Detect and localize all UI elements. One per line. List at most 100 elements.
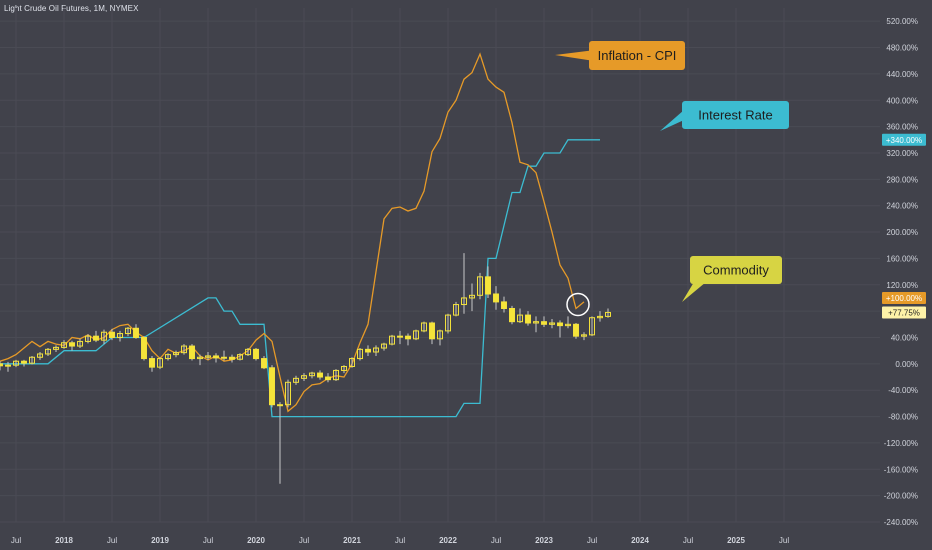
candle-body <box>317 372 323 378</box>
y-tick-label: 280.00% <box>886 175 918 184</box>
commodity-candle <box>197 354 203 366</box>
candle-body <box>61 342 67 348</box>
commodity-candle <box>45 348 51 356</box>
time-scale[interactable]: Jul 2018 Jul 2019 Jul 2020 Jul 2021 Jul 2022 Jul 20… <box>11 536 789 545</box>
commodity-candle <box>349 357 355 368</box>
commodity-candle <box>277 402 283 484</box>
commodity-candle <box>461 253 467 314</box>
badge-box <box>882 306 926 319</box>
commodity-candle <box>165 353 171 361</box>
x-tick-label: Jul <box>11 536 21 545</box>
candle-body <box>197 356 203 360</box>
commodity-candle <box>53 345 59 352</box>
badge-box <box>882 291 926 304</box>
candle-body <box>277 404 283 407</box>
commodity-candle <box>485 266 491 298</box>
candle-body <box>405 335 411 340</box>
candle-body <box>53 346 59 350</box>
commodity-candle <box>77 338 83 349</box>
candle-body <box>157 358 163 368</box>
x-tick-label: Jul <box>395 536 405 545</box>
candle-body <box>189 345 195 360</box>
candle-body <box>125 327 131 335</box>
commodity-candle <box>5 361 11 372</box>
candle-body <box>533 321 539 324</box>
badge-box <box>882 133 926 146</box>
commodity-candle <box>237 353 243 361</box>
y-tick-label: 360.00% <box>886 123 918 132</box>
x-tick-label: 2019 <box>151 536 169 545</box>
callout-commodity: Commodity <box>682 256 782 302</box>
candle-body <box>269 367 275 406</box>
commodity-candle <box>605 308 611 318</box>
candle-body <box>589 317 595 336</box>
y-tick-label: 440.00% <box>886 70 918 79</box>
y-tick-label: -120.00% <box>884 439 918 448</box>
candle-body <box>397 335 403 338</box>
commodity-candle <box>565 316 571 329</box>
commodity-candle <box>325 373 331 383</box>
y-tick-label: -40.00% <box>888 386 918 395</box>
commodity-candle <box>293 375 299 385</box>
commodity-candle <box>341 365 347 374</box>
commodity-candle <box>477 272 483 300</box>
candle-body <box>21 360 27 364</box>
commodity-candle <box>61 340 67 349</box>
x-tick-label: 2023 <box>535 536 553 545</box>
candle-body <box>517 314 523 323</box>
candle-body <box>245 348 251 356</box>
commodity-candle <box>493 286 499 310</box>
candle-body <box>213 355 219 359</box>
candle-body <box>597 315 603 319</box>
candle-body <box>5 364 11 367</box>
commodity-candle <box>125 326 131 337</box>
commodity-candle <box>437 329 443 346</box>
candle-body <box>389 335 395 345</box>
candle-body <box>205 355 211 358</box>
x-tick-label: Jul <box>491 536 501 545</box>
badge-label: +340.00% <box>886 136 922 145</box>
candle-body <box>565 323 571 327</box>
callout-label: Commodity <box>703 263 769 278</box>
candle-body <box>357 348 363 360</box>
commodity-candle <box>501 296 507 313</box>
commodity-candle <box>141 336 147 361</box>
y-tick-label: 0.00% <box>895 360 918 369</box>
commodity-candle <box>133 324 139 339</box>
callout-pointer <box>682 282 706 302</box>
commodity-candle <box>173 350 179 358</box>
x-tick-label: Jul <box>779 536 789 545</box>
commodity-candle <box>597 311 603 322</box>
commodity-candle <box>181 344 187 355</box>
candle-body <box>253 348 259 360</box>
commodity-candle <box>581 332 587 341</box>
candle-body <box>429 322 435 340</box>
commodity-candle <box>397 330 403 345</box>
callout-box <box>589 41 685 70</box>
price-scale[interactable]: 520.00% 480.00% 440.00% 400.00% 360.00% 320.0… <box>882 17 926 527</box>
candle-body <box>37 353 43 358</box>
candle-body <box>141 336 147 360</box>
commodity-candle <box>205 351 211 360</box>
candle-body <box>453 304 459 316</box>
candle-body <box>477 276 483 296</box>
commodity-candle <box>525 311 531 326</box>
callout-pointer <box>660 110 684 131</box>
candle-body <box>69 342 75 347</box>
commodity-candle <box>13 359 19 368</box>
candle-body <box>285 381 291 406</box>
x-tick-label: Jul <box>203 536 213 545</box>
badge-label: +100.00% <box>886 294 922 303</box>
y-tick-label: 120.00% <box>886 281 918 290</box>
candle-body <box>301 375 307 379</box>
candle-body <box>373 347 379 353</box>
candle-body <box>341 365 347 371</box>
series-layer <box>0 52 611 484</box>
callout-inflation: Inflation - CPI <box>555 41 685 70</box>
commodity-candle <box>117 330 123 342</box>
commodity-candle <box>517 308 523 323</box>
commodity-candle <box>589 316 595 337</box>
y-tick-label: 200.00% <box>886 228 918 237</box>
candle-body <box>573 323 579 337</box>
